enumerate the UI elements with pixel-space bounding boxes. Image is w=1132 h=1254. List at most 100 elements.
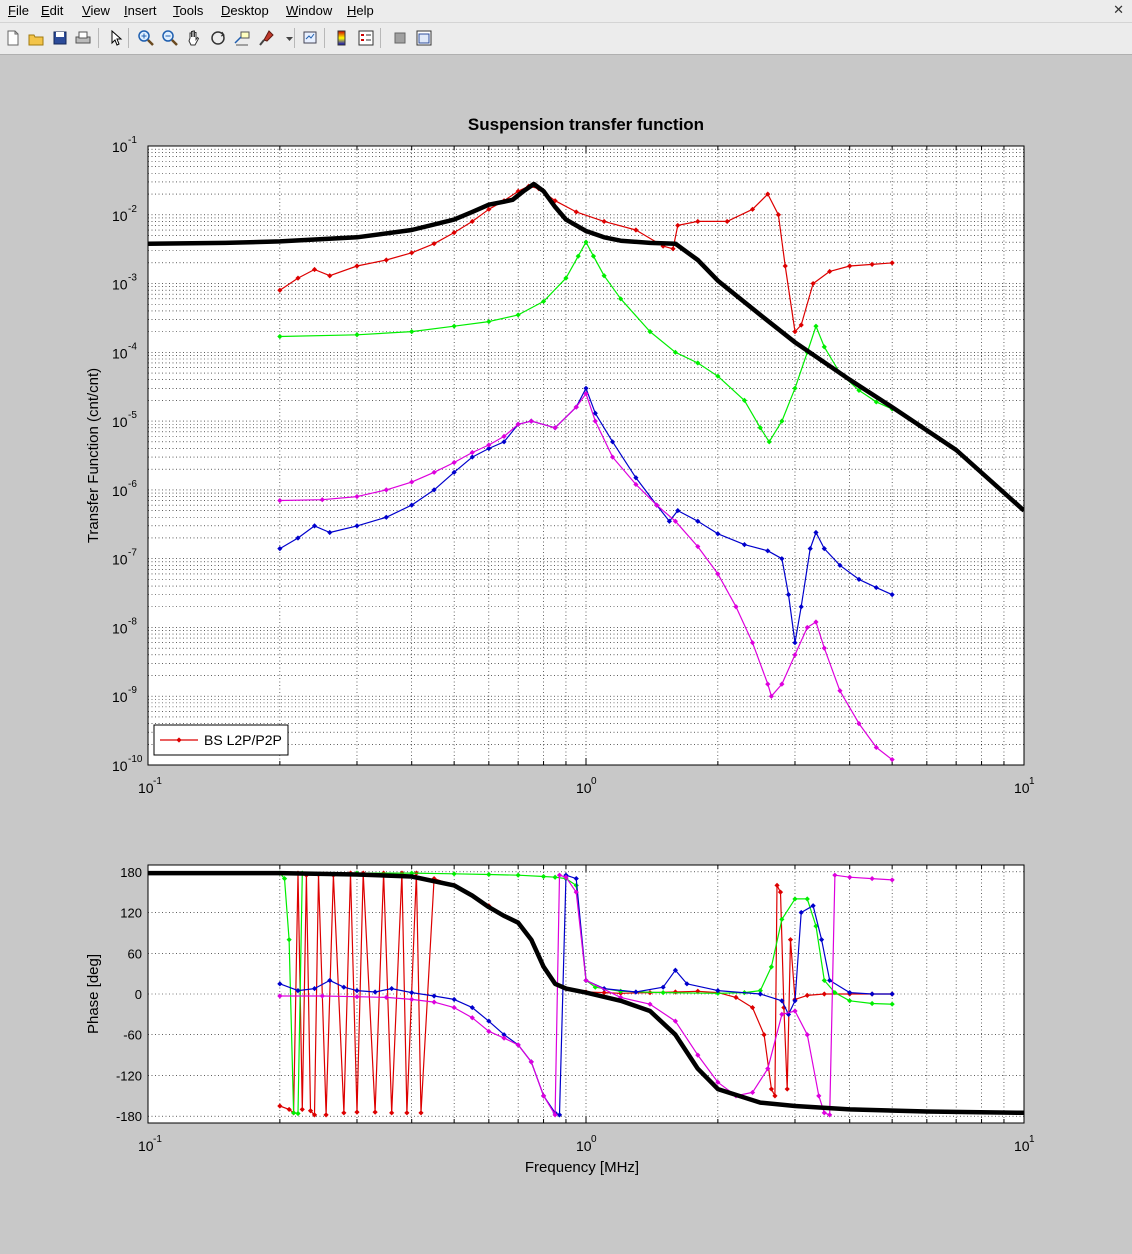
data-point-blue xyxy=(583,385,589,391)
menu-bar: File Edit View Insert Tools Desktop Window Help… xyxy=(0,0,1132,23)
data-point-blue xyxy=(277,546,283,552)
data-point-blue xyxy=(501,439,507,445)
legend-label: BS L2P/P2P xyxy=(204,732,282,748)
data-point-red xyxy=(451,230,457,236)
print-icon[interactable] xyxy=(73,28,93,48)
data-point-green xyxy=(618,988,624,994)
data-point-blue xyxy=(633,989,639,995)
series-line-blue xyxy=(279,387,893,644)
zoom-out-icon[interactable] xyxy=(160,28,180,48)
data-point-magenta xyxy=(765,681,771,687)
x-tick-exponent: -1 xyxy=(153,1134,162,1145)
data-point-blue xyxy=(486,445,492,452)
data-point-blue xyxy=(660,984,666,990)
menu-desktop[interactable]: Desktop xyxy=(221,3,269,18)
data-cursor-icon[interactable] xyxy=(232,28,252,48)
data-point-red xyxy=(299,1106,305,1113)
pan-hand-icon[interactable] xyxy=(184,28,204,48)
y-tick-label: -180 xyxy=(116,1109,142,1124)
link-plot-icon[interactable] xyxy=(300,28,320,48)
data-point-magenta xyxy=(816,1093,822,1099)
data-point-magenta xyxy=(768,693,774,699)
data-point-green xyxy=(873,399,879,405)
data-point-magenta xyxy=(837,688,843,694)
data-point-red xyxy=(341,1110,347,1116)
data-point-magenta xyxy=(409,479,415,485)
save-icon[interactable] xyxy=(50,28,70,48)
menu-insert[interactable]: Insert xyxy=(124,3,157,18)
brush-icon[interactable] xyxy=(256,28,276,48)
data-point-blue xyxy=(798,909,804,916)
data-point-magenta xyxy=(573,404,579,410)
data-point-red xyxy=(889,260,895,266)
menu-edit[interactable]: Edit xyxy=(41,3,64,18)
data-point-blue xyxy=(785,1011,792,1017)
data-point-magenta xyxy=(277,993,283,999)
data-point-red xyxy=(792,329,798,335)
x-tick-exponent: -1 xyxy=(153,776,162,787)
data-point-magenta xyxy=(779,1011,785,1017)
edit-plot-arrow-icon[interactable] xyxy=(106,28,126,48)
y-tick-label: 10 xyxy=(112,689,128,705)
data-point-blue xyxy=(383,514,389,520)
data-point-blue xyxy=(431,993,437,999)
data-point-red xyxy=(409,250,415,256)
menu-view[interactable]: View xyxy=(82,3,110,18)
data-point-red xyxy=(670,246,676,252)
menu-help[interactable]: Help xyxy=(347,3,374,18)
data-point-red xyxy=(431,875,437,882)
series-line-black xyxy=(148,870,1024,1116)
data-point-red xyxy=(601,990,607,996)
menu-tools[interactable]: Tools xyxy=(173,3,204,18)
data-point-blue xyxy=(889,592,895,598)
data-point-green xyxy=(741,397,748,404)
data-point-green xyxy=(715,373,721,379)
data-point-blue xyxy=(741,542,748,548)
close-icon[interactable]: ✕ xyxy=(1113,2,1124,17)
data-point-magenta xyxy=(821,645,827,651)
y-tick-exponent: -9 xyxy=(128,685,137,696)
data-point-blue xyxy=(807,546,813,552)
data-point-blue xyxy=(810,903,816,909)
y-axis-label: Transfer Function (cnt/cnt) xyxy=(85,368,102,543)
data-point-green xyxy=(540,298,547,305)
hide-plot-tools-icon[interactable] xyxy=(390,28,410,48)
y-tick-exponent: -4 xyxy=(128,341,137,352)
data-point-magenta xyxy=(733,604,739,610)
data-point-magenta xyxy=(563,874,569,880)
data-point-red xyxy=(761,1032,767,1038)
data-point-magenta xyxy=(821,1110,827,1116)
data-point-green xyxy=(804,896,810,902)
data-point-magenta xyxy=(528,418,534,424)
data-point-red xyxy=(469,218,475,225)
new-figure-icon[interactable] xyxy=(3,28,23,48)
data-point-magenta xyxy=(715,571,721,577)
x-tick-exponent: 1 xyxy=(1029,776,1035,787)
y-axis-label: Phase [deg] xyxy=(85,954,102,1034)
data-point-magenta xyxy=(409,996,415,1003)
open-file-icon[interactable] xyxy=(26,28,46,48)
colorbar-icon[interactable] xyxy=(332,28,352,48)
data-point-red xyxy=(782,263,788,269)
data-point-magenta xyxy=(552,425,558,431)
brush-dropdown-icon[interactable] xyxy=(280,28,300,48)
legend-icon[interactable] xyxy=(356,28,376,48)
magnitude-axes[interactable]: 10 -1 10 0 10 110 -110 -210 -310 -410 -510 -610 -710… xyxy=(85,115,1035,796)
data-point-magenta xyxy=(749,1089,756,1096)
data-point-red xyxy=(404,1110,410,1116)
y-tick-label: 10 xyxy=(112,414,128,430)
menu-file[interactable]: File xyxy=(8,3,29,18)
data-point-blue xyxy=(409,990,415,996)
data-point-magenta xyxy=(383,487,389,493)
data-point-blue xyxy=(469,454,475,460)
data-point-magenta xyxy=(319,993,325,999)
data-point-red xyxy=(847,263,853,269)
show-plot-tools-icon[interactable] xyxy=(414,28,434,48)
y-tick-label: 10 xyxy=(112,208,128,224)
rotate-3d-icon[interactable] xyxy=(208,28,228,48)
menu-window[interactable]: Window xyxy=(286,3,333,18)
data-point-green xyxy=(295,1110,301,1117)
zoom-in-icon[interactable] xyxy=(136,28,156,48)
data-point-red xyxy=(573,209,579,215)
